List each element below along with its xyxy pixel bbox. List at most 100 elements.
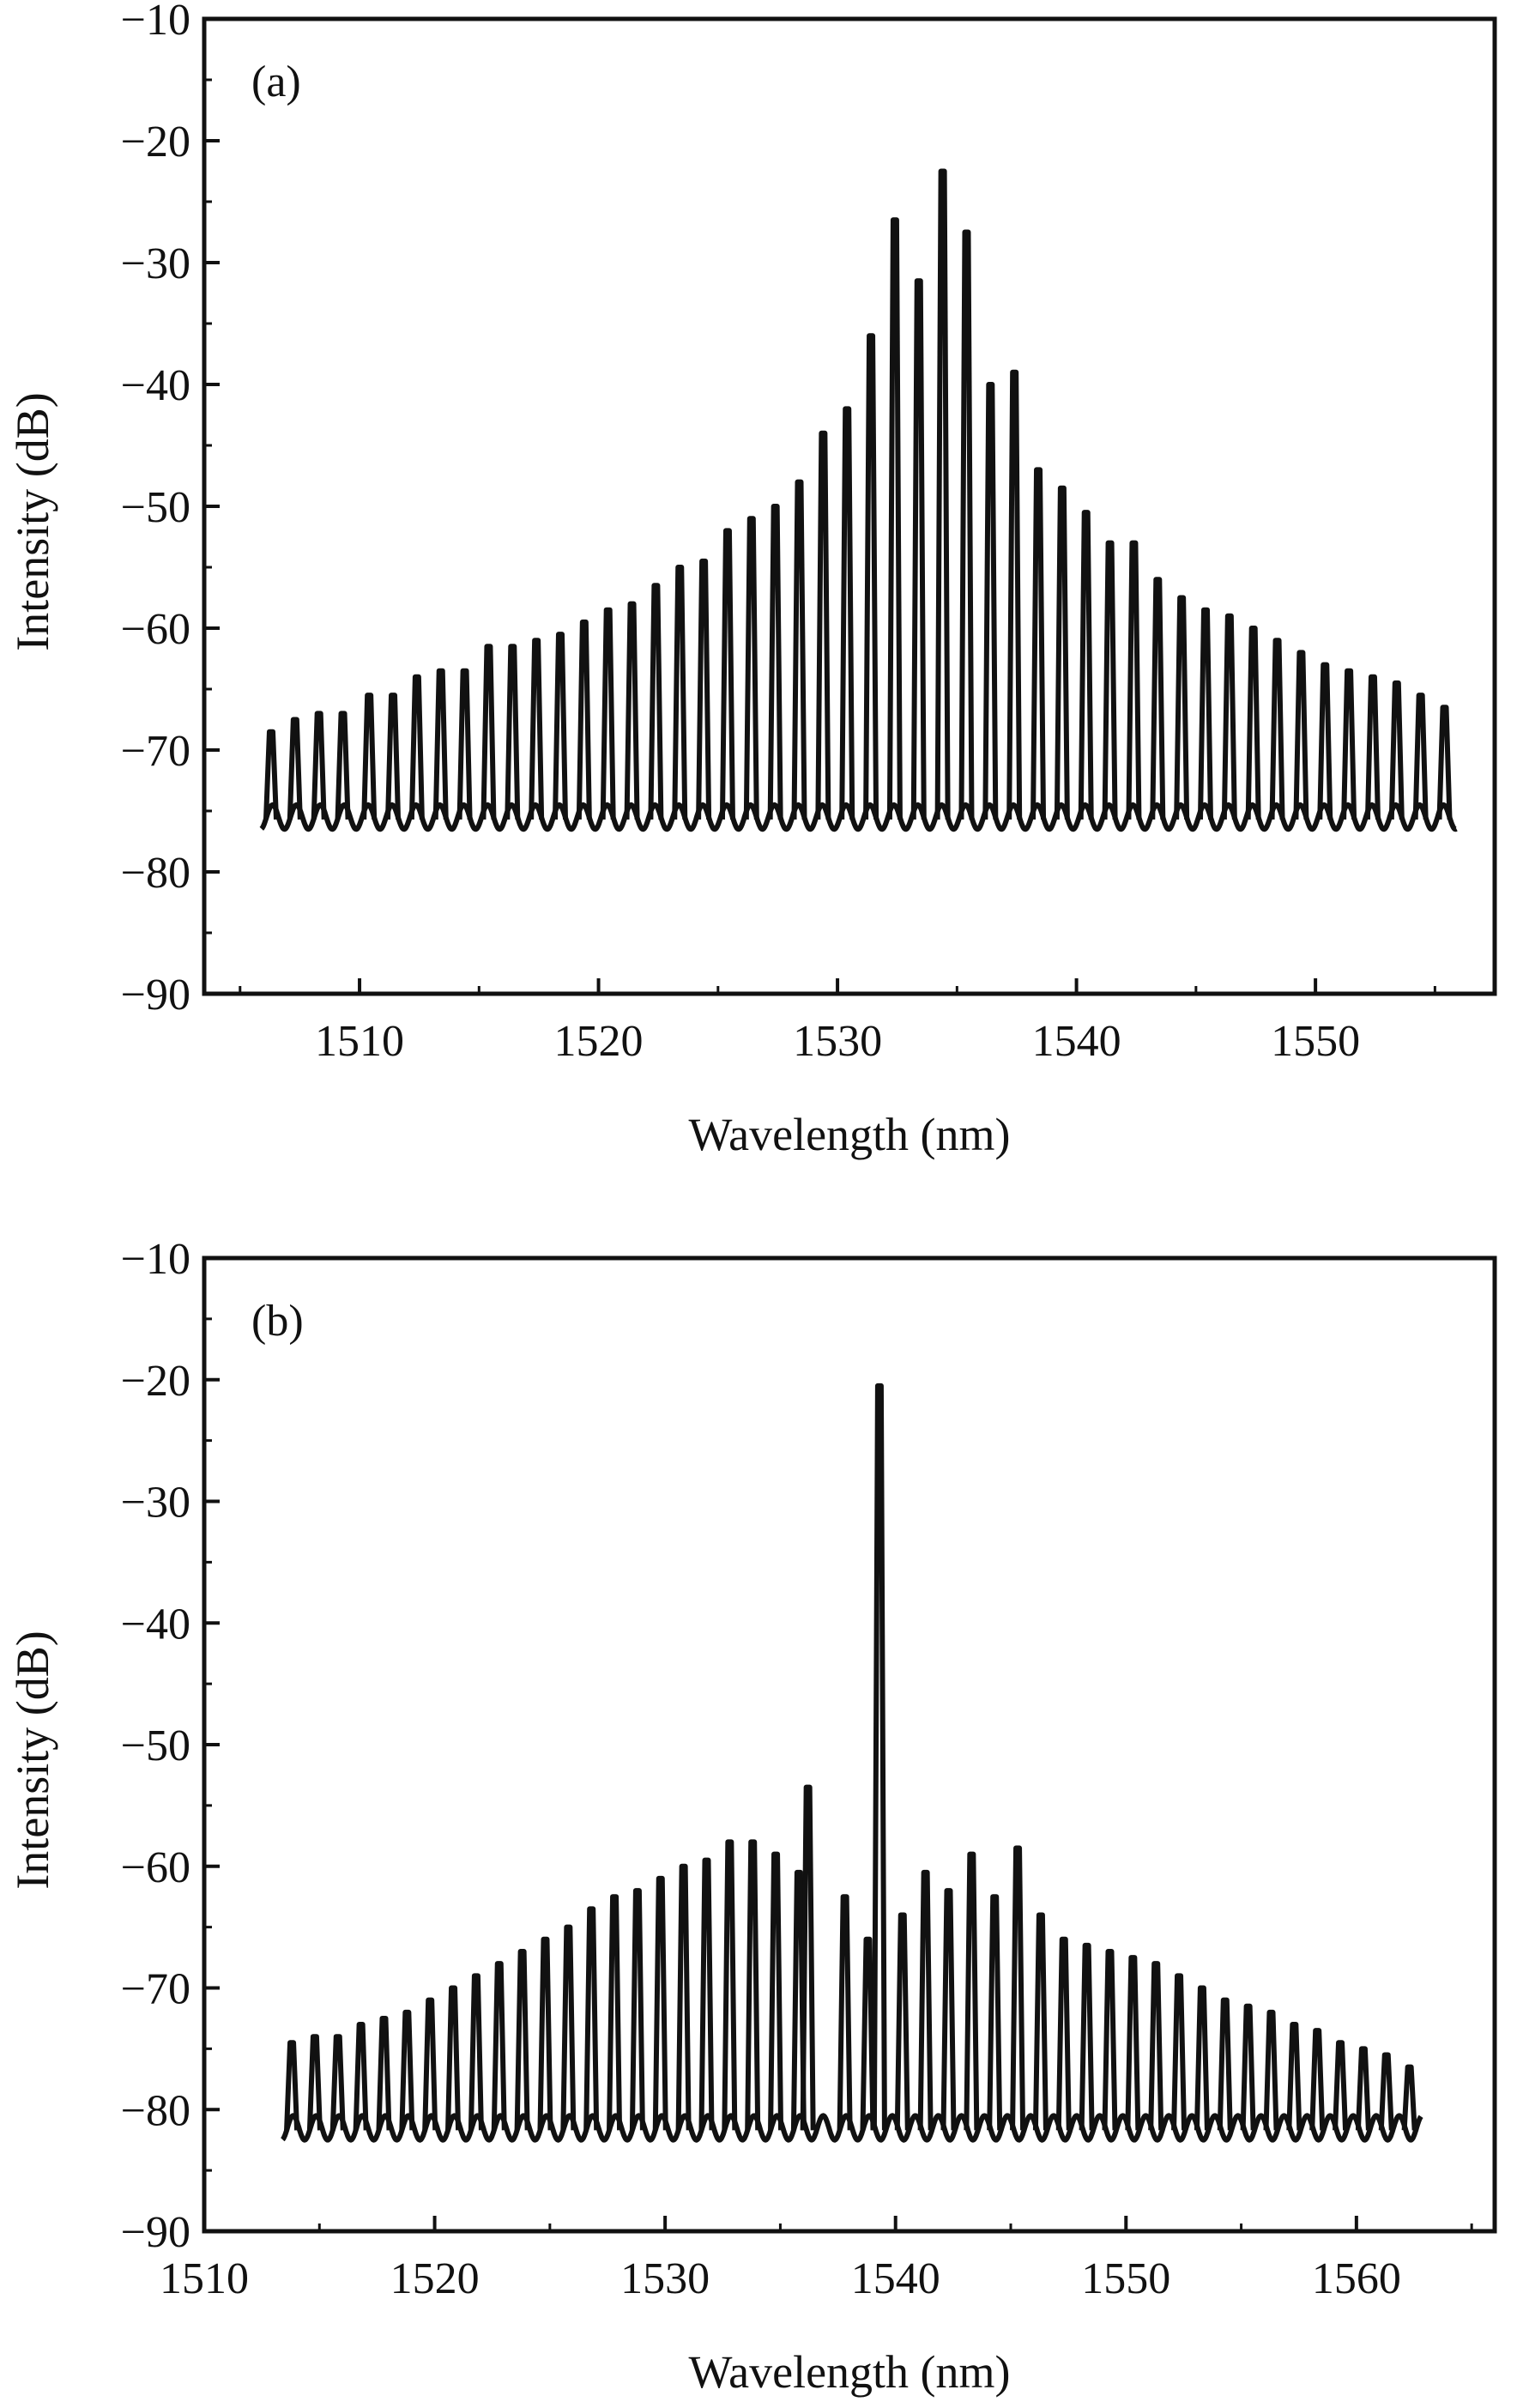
spectrum-peak xyxy=(745,1839,761,2131)
spectrum-peak xyxy=(982,382,999,820)
spectrum-peak xyxy=(1125,1955,1141,2131)
spectrum-peak xyxy=(1197,607,1213,820)
y-tick-label: −20 xyxy=(121,118,190,166)
spectrum-peak xyxy=(768,1851,784,2131)
spectrum-peak xyxy=(456,668,473,820)
y-tick-label: −80 xyxy=(121,849,190,898)
spectrum-peak xyxy=(1412,693,1429,820)
panel-label: (a) xyxy=(251,57,301,106)
spectrum-peak xyxy=(934,168,951,820)
spectrum-peak xyxy=(376,2015,392,2131)
x-axis-title: Wavelength (nm) xyxy=(688,2346,1010,2398)
spectrum-peak xyxy=(675,1863,692,2131)
spectrum-peak xyxy=(672,565,688,820)
spectrum-peak xyxy=(1126,540,1142,820)
spectrum-peak xyxy=(1174,595,1190,820)
spectrum-peak xyxy=(1054,485,1070,820)
spectrum-peak xyxy=(964,1851,980,2131)
spectrum-peak xyxy=(361,693,378,820)
spectrum-peak xyxy=(1263,2009,1279,2131)
spectrum-peak xyxy=(863,333,879,820)
spectrum-peak xyxy=(1240,2003,1256,2131)
spectrum-peak xyxy=(600,607,616,820)
spectrum-peak xyxy=(1309,2028,1326,2131)
spectrum-peak xyxy=(629,1888,645,2131)
spectrum-peak xyxy=(1102,1948,1118,2131)
y-axis-title: Intensity (dB) xyxy=(7,1631,58,1889)
x-tick-label: 1530 xyxy=(793,1017,882,1066)
spectrum-peak xyxy=(940,1888,957,2131)
spectrum-peak xyxy=(1010,1845,1026,2131)
y-tick-label: −10 xyxy=(121,0,190,45)
spectrum-peak xyxy=(791,479,807,820)
spectrum-peak xyxy=(1148,1961,1164,2131)
spectrum-peak xyxy=(1293,650,1309,820)
spectrum-peak xyxy=(514,1948,530,2131)
spectrum-peak xyxy=(1030,467,1047,820)
x-tick-label: 1520 xyxy=(554,1017,644,1066)
spectrum-peak xyxy=(1364,674,1381,820)
spectrum-peak xyxy=(767,504,783,820)
x-tick-label: 1560 xyxy=(1312,2254,1401,2303)
spectrum-peak xyxy=(335,711,351,820)
x-axis: 1510 1520 1530 1540 1550 xyxy=(239,978,1436,1066)
spectrum-peak xyxy=(552,632,568,820)
x-tick-label: 1550 xyxy=(1081,2254,1170,2303)
y-tick-label: −90 xyxy=(121,971,190,1019)
panel-b: −10 −20 −30 −40 −50 −60 −70 −80 −90 1510 1520 1530… xyxy=(7,1235,1497,2398)
spectrum-peak xyxy=(329,2034,346,2131)
spectrum-peak xyxy=(1217,1997,1233,2131)
spectrum-peak xyxy=(1355,2046,1371,2131)
panel-a: −10 −20 −30 −40 −50 −60 −70 −80 −90 1510 1520 1530… xyxy=(7,0,1497,1160)
spectrum-peak xyxy=(652,1875,668,2131)
y-axis: −10 −20 −30 −40 −50 −60 −70 −80 −90 xyxy=(121,0,220,1019)
spectrum-peak xyxy=(1317,662,1333,820)
spectrum-peak xyxy=(529,638,545,820)
y-tick-label: −40 xyxy=(121,361,190,410)
x-axis-title: Wavelength (nm) xyxy=(688,1109,1010,1160)
spectrum-peak xyxy=(800,1784,816,2131)
spectrum-peak xyxy=(607,1894,623,2131)
spectrum-peak xyxy=(1401,2064,1417,2131)
spectrum-marks xyxy=(259,168,1459,832)
spectrum-peak xyxy=(1194,1985,1210,2131)
spectrum-peak xyxy=(722,1839,738,2131)
y-tick-label: −50 xyxy=(121,483,190,532)
spectrum-peak xyxy=(871,1382,887,2131)
spectrum-peak xyxy=(468,1973,484,2131)
spectrum-peak xyxy=(353,2022,369,2131)
spectrum-marks xyxy=(281,1382,1423,2143)
spectrum-peak xyxy=(311,711,327,820)
spectrum-peak xyxy=(1171,1973,1188,2131)
spectrum-peak xyxy=(1221,613,1237,820)
x-axis: 1510 1520 1530 1540 1550 1560 xyxy=(160,2216,1473,2303)
spectrum-peak xyxy=(263,729,279,820)
spectrum-peak xyxy=(1055,1936,1072,2131)
y-tick-label: −60 xyxy=(121,1843,190,1892)
spectrum-peak xyxy=(860,1936,876,2131)
spectrum-peak xyxy=(432,668,449,820)
spectrum-peak xyxy=(624,601,640,820)
spectrum-peak xyxy=(1378,2052,1394,2131)
y-tick-label: −90 xyxy=(121,2208,190,2257)
y-tick-label: −60 xyxy=(121,605,190,654)
spectrum-peak xyxy=(696,558,712,820)
spectrum-peak xyxy=(1388,680,1405,820)
panel-label: (b) xyxy=(251,1297,304,1346)
spectrum-peak xyxy=(648,583,664,820)
spectrum-peak xyxy=(1006,369,1023,820)
x-tick-label: 1550 xyxy=(1271,1017,1360,1066)
spectrum-peak xyxy=(284,2040,300,2131)
y-tick-label: −80 xyxy=(121,2086,190,2135)
spectrum-peak xyxy=(1341,668,1357,820)
spectrum-peak xyxy=(917,1869,934,2131)
spectrum-peak xyxy=(1436,705,1453,820)
x-tick-label: 1510 xyxy=(160,2254,249,2303)
spectrum-peak xyxy=(576,619,592,820)
y-tick-label: −70 xyxy=(121,1965,190,2014)
spectrum-peak xyxy=(815,430,831,820)
spectrum-peak xyxy=(287,717,303,820)
spectrum-baseline xyxy=(259,802,1459,832)
spectrum-peak xyxy=(837,1894,853,2131)
x-tick-label: 1540 xyxy=(1032,1017,1121,1066)
